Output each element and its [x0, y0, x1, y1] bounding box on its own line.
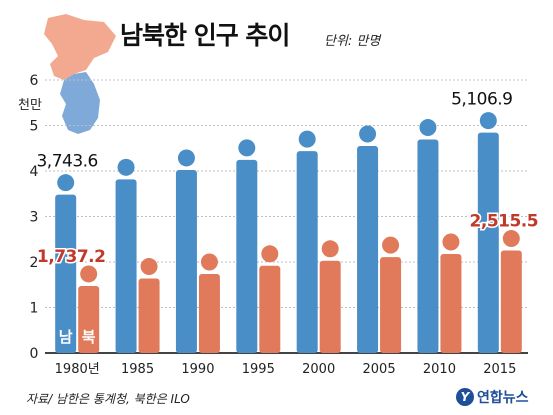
y-tick-label: 5 [30, 119, 39, 135]
chart-title: 남북한 인구 추이 [120, 21, 290, 50]
bar-head-north-korea [140, 258, 158, 276]
unit-label: 단위: 만명 [324, 34, 381, 49]
bar-south-korea [175, 169, 197, 353]
data-label: 3,743.6 [36, 152, 97, 172]
x-tick-label: 2015 [483, 362, 516, 377]
x-tick-label: 2010 [423, 362, 456, 377]
bar-north-korea [198, 274, 220, 353]
map-north-korea [44, 14, 116, 80]
bar-north-korea [259, 265, 281, 353]
bar-head-north-korea [442, 233, 460, 251]
legend-north: 북 [82, 328, 96, 346]
data-label: 5,106.9 [451, 90, 512, 110]
source-note: 자료/ 남한은 통계청, 북한은 ILO [26, 392, 190, 406]
bar-head-north-korea [80, 265, 98, 283]
x-tick-label: 1980년 [55, 362, 100, 377]
x-tick-label: 1985 [121, 362, 154, 377]
y-tick-label: 2 [30, 255, 39, 271]
bar-south-korea [296, 151, 318, 353]
data-label: 1,737.2 [37, 247, 106, 267]
bar-south-korea [357, 145, 379, 353]
bar-head-north-korea [321, 240, 339, 258]
bar-south-korea [55, 194, 77, 353]
bar-head-north-korea [200, 253, 218, 271]
bar-head-south-korea [419, 119, 437, 137]
bar-north-korea [500, 250, 522, 353]
bar-head-north-korea [502, 230, 520, 248]
bar-north-korea [440, 253, 462, 353]
x-tick-label: 1990 [181, 362, 214, 377]
y-axis-label: 천만 [18, 98, 42, 113]
bar-head-south-korea [177, 149, 195, 167]
bar-north-korea [319, 260, 341, 353]
bar-south-korea [477, 132, 499, 353]
x-tick-label: 2000 [302, 362, 335, 377]
yonhap-logo-icon: Y [456, 388, 474, 406]
bar-north-korea [380, 257, 402, 353]
bar-north-korea [138, 278, 160, 353]
bar-head-north-korea [382, 236, 400, 254]
y-tick-label: 0 [30, 346, 39, 362]
yonhap-logo: Y 연합뉴스 [456, 385, 529, 409]
bar-head-south-korea [298, 130, 316, 148]
x-tick-label: 2005 [363, 362, 396, 377]
korea-map [44, 14, 116, 134]
bar-head-south-korea [238, 139, 256, 157]
bar-head-south-korea [479, 112, 497, 130]
bar-south-korea [417, 139, 439, 353]
y-tick-label: 3 [30, 210, 39, 226]
bar-head-south-korea [57, 174, 75, 192]
legend-south: 남 [59, 328, 73, 346]
bar-south-korea [236, 159, 258, 353]
y-tick-label: 4 [30, 164, 39, 180]
bar-head-south-korea [117, 158, 135, 176]
bar-head-south-korea [359, 125, 377, 143]
y-tick-label: 1 [30, 301, 39, 317]
bar-north-korea [78, 285, 100, 353]
bar-south-korea [115, 179, 137, 353]
data-label: 2,515.5 [470, 212, 539, 232]
map-south-korea [60, 72, 100, 134]
bar-head-north-korea [261, 245, 279, 263]
yonhap-logo-text: 연합뉴스 [477, 390, 529, 406]
x-tick-label: 1995 [242, 362, 275, 377]
y-tick-label: 6 [30, 73, 39, 89]
